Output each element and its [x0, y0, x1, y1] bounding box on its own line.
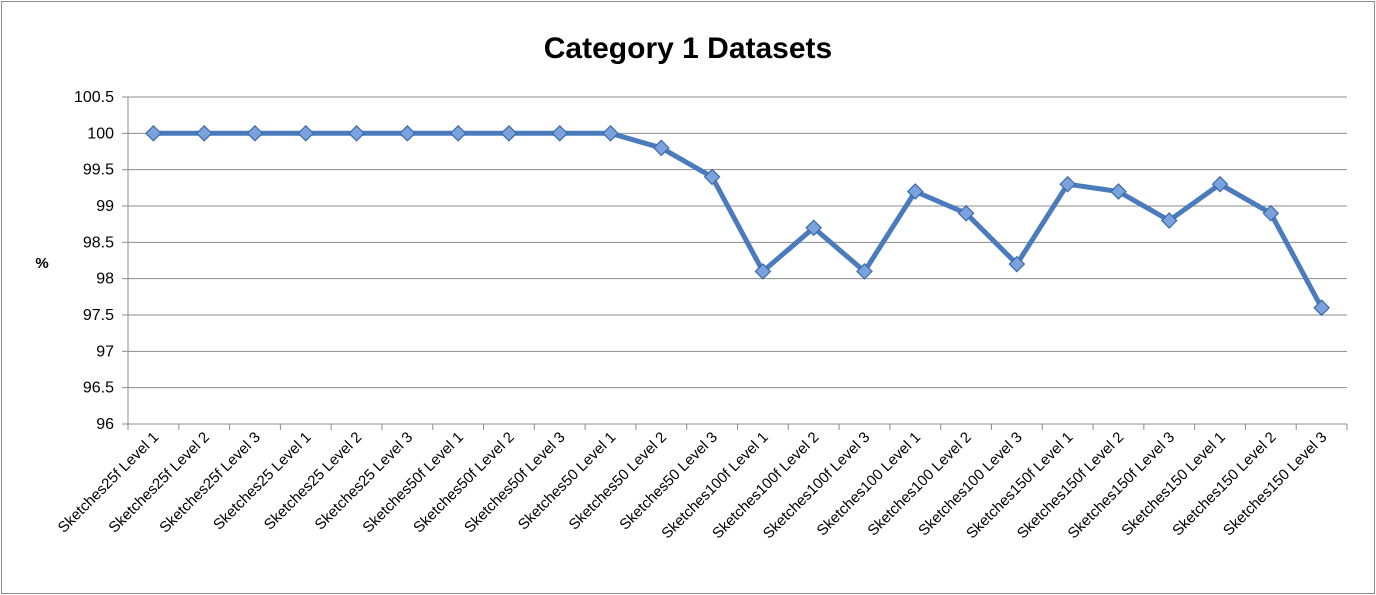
gridlines [128, 96, 1347, 389]
data-point-marker [1110, 183, 1127, 200]
data-point-marker [652, 139, 670, 157]
series-line [150, 130, 1325, 311]
y-tick-label: 96 [96, 416, 114, 433]
data-point-marker [602, 124, 619, 142]
y-tick-label: 98.5 [83, 234, 114, 251]
y-tick-label: 99 [96, 198, 114, 215]
y-tick-labels: 96 96.5 97 97.5 98 98.5 99 99.5 100 100.5 [74, 89, 114, 433]
data-point-marker [297, 124, 315, 142]
y-tick-label: 97 [96, 343, 114, 360]
axes [122, 96, 1348, 430]
data-point-marker [551, 124, 569, 142]
x-tick-label: Sketches50 Level 2 [566, 429, 671, 534]
y-tick-label: 96.5 [83, 380, 114, 397]
data-point-marker [1059, 175, 1076, 193]
y-tick-label: 100 [87, 125, 114, 142]
y-tick-label: 99.5 [83, 162, 114, 179]
data-point-marker [1313, 299, 1330, 317]
chart-title: Category 1 Datasets [544, 32, 832, 65]
x-tick-label: Sketches50 Level 3 [616, 429, 721, 534]
y-axis-label: % [35, 255, 48, 272]
data-point-marker [195, 124, 213, 142]
data-point-marker [1211, 175, 1229, 193]
y-tick-label: 100.5 [74, 89, 114, 106]
x-tick-label: Sketches25 Level 2 [261, 429, 366, 534]
x-tick-label: Sketches25 Level 3 [312, 429, 417, 534]
data-point-marker [957, 204, 975, 222]
data-point-marker [754, 263, 772, 280]
data-point-marker [1262, 204, 1280, 222]
data-point-marker [145, 124, 162, 142]
data-point-marker [1160, 212, 1178, 229]
data-point-marker [856, 263, 873, 280]
series-line-path [150, 130, 1325, 311]
data-point-marker [348, 124, 365, 142]
x-tick-label: Sketches150 Level 3 [1220, 429, 1330, 539]
data-point-marker [703, 168, 721, 186]
data-point-marker [399, 124, 416, 142]
x-tick-label: Sketches25 Level 1 [210, 429, 315, 534]
data-point-marker [906, 183, 924, 200]
data-point-marker [805, 219, 823, 237]
y-tick-label: 98 [96, 271, 114, 288]
x-tick-label: Sketches50 Level 1 [515, 429, 620, 534]
data-point-marker [1008, 255, 1026, 273]
y-tick-label: 97.5 [83, 307, 114, 324]
data-point-marker [449, 124, 467, 142]
data-point-marker [246, 124, 264, 142]
series-markers [145, 124, 1330, 317]
data-point-marker [500, 124, 518, 142]
